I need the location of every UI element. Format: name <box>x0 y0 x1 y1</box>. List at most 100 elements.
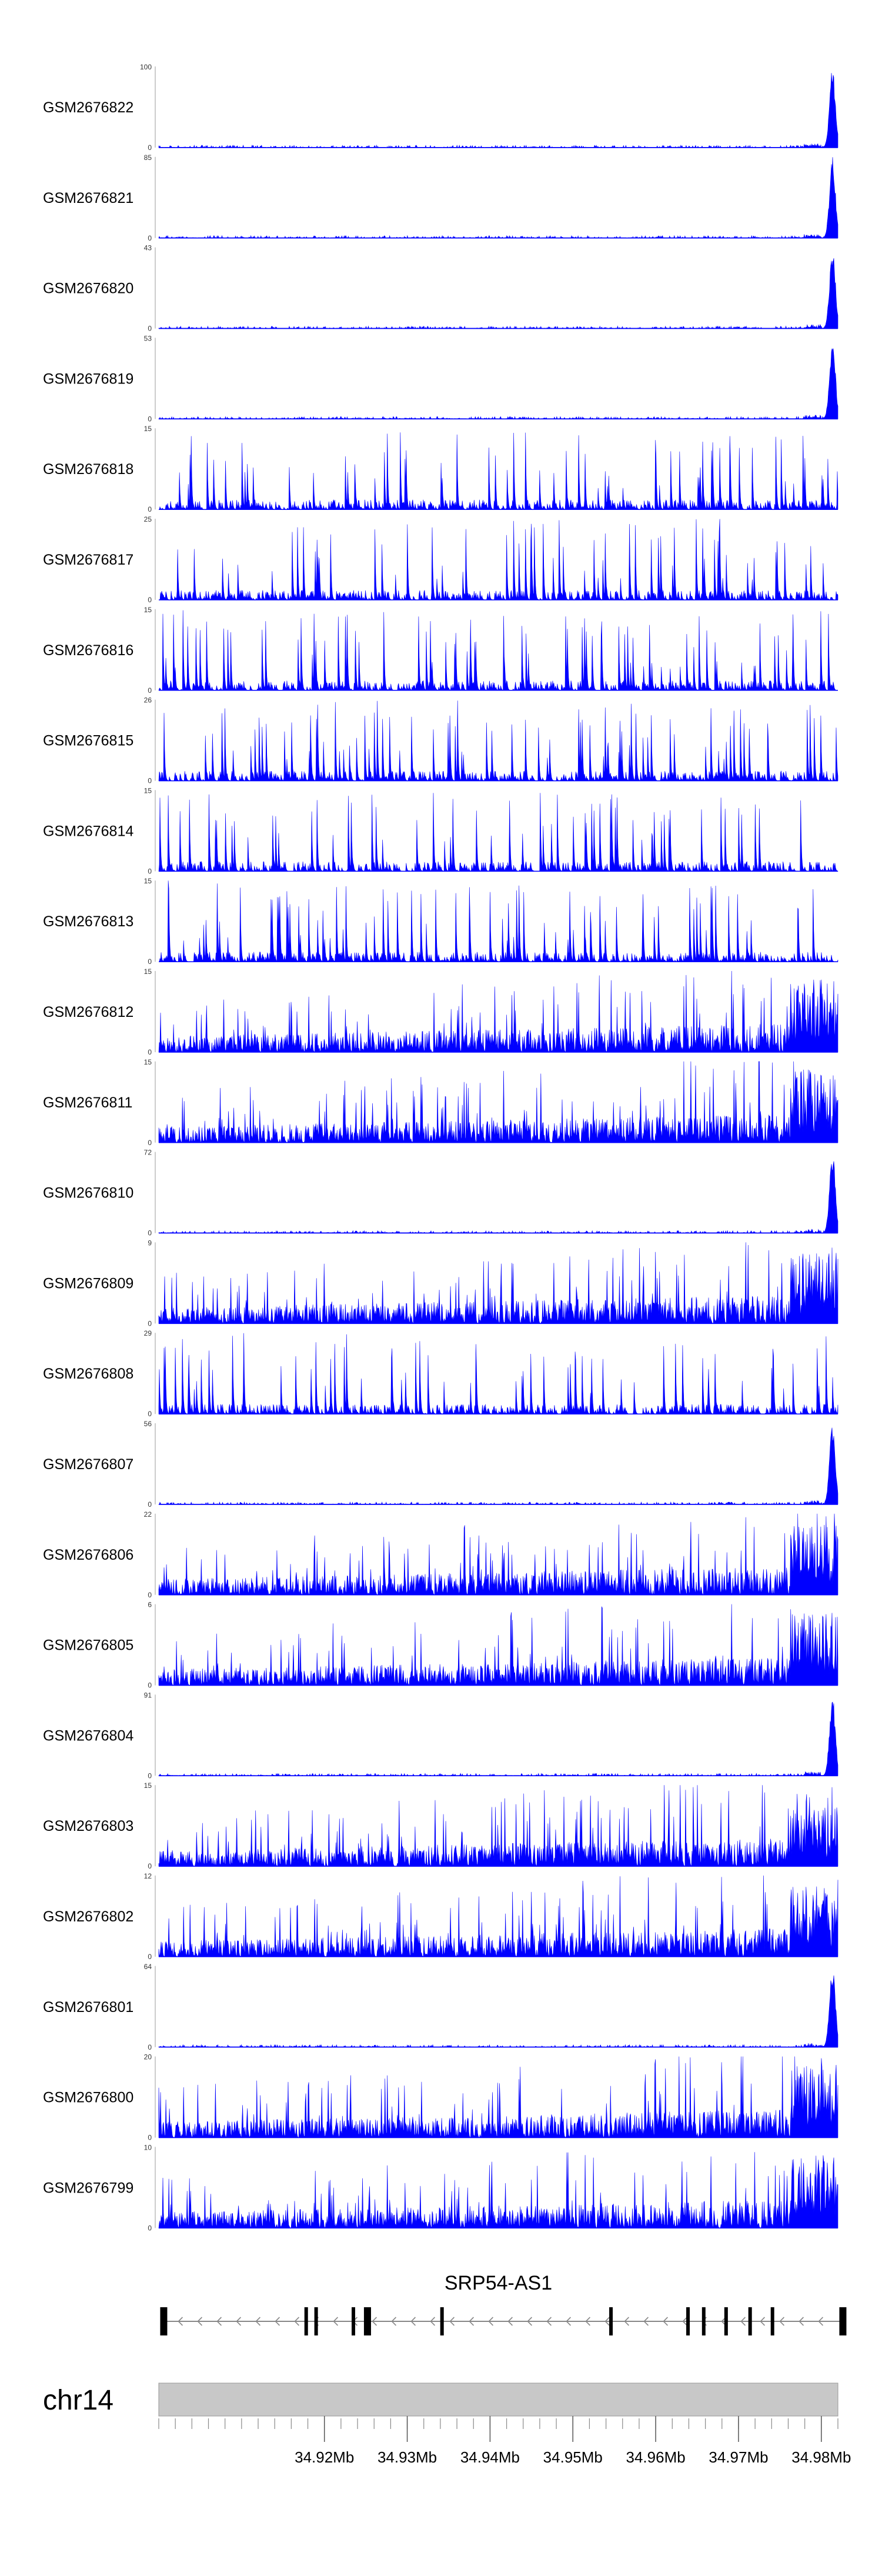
y-tick-min: 0 <box>148 1681 152 1690</box>
strand-arrow <box>430 2317 436 2326</box>
exon-mark <box>839 2307 847 2335</box>
y-tick-max: 10 <box>144 2143 152 2151</box>
strand-arrow <box>275 2317 280 2326</box>
y-tick-max: 15 <box>144 786 152 795</box>
y-tick-min: 0 <box>148 415 152 423</box>
coverage-area <box>158 348 838 420</box>
track-label: GSM2676812 <box>43 1004 133 1020</box>
coverage-track: GSM2676811 15 0 <box>43 1058 838 1147</box>
coverage-track: GSM2676819 53 0 <box>43 334 838 423</box>
strand-arrow <box>566 2317 572 2326</box>
strand-arrow <box>779 2317 785 2326</box>
y-tick-max: 26 <box>144 696 152 705</box>
coverage-area <box>158 1785 838 1867</box>
coverage-area <box>158 2056 838 2138</box>
coverage-area <box>158 1242 838 1324</box>
strand-arrow <box>740 2317 746 2326</box>
y-tick-min: 0 <box>148 1953 152 1961</box>
coverage-track: GSM2676813 15 0 <box>43 877 838 966</box>
x-tick-label: 34.98Mb <box>791 2448 851 2466</box>
coverage-track: GSM2676817 25 0 <box>43 515 838 604</box>
y-tick-min: 0 <box>148 1862 152 1870</box>
y-tick-min: 0 <box>148 686 152 695</box>
y-tick-max: 56 <box>144 1420 152 1428</box>
y-tick-min: 0 <box>148 1500 152 1509</box>
strand-arrow <box>507 2317 513 2326</box>
strand-arrow <box>236 2317 242 2326</box>
strand-arrow <box>488 2317 494 2326</box>
coverage-track: GSM2676801 64 0 <box>43 1963 838 2051</box>
coverage-track: GSM2676809 9 0 <box>43 1239 838 1327</box>
exon-mark <box>314 2307 318 2335</box>
coverage-track: GSM2676812 15 0 <box>43 967 838 1056</box>
y-tick-max: 15 <box>144 1781 152 1790</box>
y-tick-max: 100 <box>140 63 152 71</box>
y-tick-max: 15 <box>144 877 152 885</box>
track-label: GSM2676821 <box>43 190 133 206</box>
y-tick-max: 43 <box>144 244 152 252</box>
y-tick-max: 15 <box>144 1058 152 1066</box>
y-tick-min: 0 <box>148 2043 152 2051</box>
exon-mark <box>609 2307 613 2335</box>
y-tick-max: 29 <box>144 1329 152 1337</box>
coverage-track: GSM2676814 15 0 <box>43 786 838 875</box>
y-tick-max: 53 <box>144 334 152 342</box>
x-tick-label: 34.96Mb <box>626 2448 686 2466</box>
y-tick-min: 0 <box>148 325 152 333</box>
coverage-area <box>159 519 838 600</box>
coverage-track: GSM2676799 10 0 <box>43 2143 838 2232</box>
coverage-track: GSM2676805 6 0 <box>43 1601 838 1690</box>
track-label: GSM2676808 <box>43 1366 133 1382</box>
y-tick-min: 0 <box>148 1139 152 1147</box>
strand-arrow <box>663 2317 669 2326</box>
coverage-track: GSM2676807 56 0 <box>43 1420 838 1509</box>
y-tick-max: 15 <box>144 425 152 433</box>
track-label: GSM2676809 <box>43 1275 133 1292</box>
track-label: GSM2676800 <box>43 2090 133 2106</box>
strand-arrow <box>546 2317 552 2326</box>
coverage-track: GSM2676800 20 0 <box>43 2053 838 2142</box>
track-label: GSM2676817 <box>43 552 133 568</box>
coverage-area <box>158 1513 838 1596</box>
coverage-track: GSM2676815 26 0 <box>43 696 838 785</box>
strand-arrow <box>585 2317 591 2326</box>
coverage-track: GSM2676803 15 0 <box>43 1781 838 1870</box>
coverage-track: GSM2676820 43 0 <box>43 244 838 333</box>
x-tick-label: 34.97Mb <box>709 2448 768 2466</box>
y-tick-min: 0 <box>148 2134 152 2142</box>
exon-mark <box>304 2307 308 2335</box>
exon-mark <box>770 2307 774 2335</box>
track-label: GSM2676813 <box>43 913 133 930</box>
x-tick-label: 34.93Mb <box>377 2448 437 2466</box>
strand-arrow <box>197 2317 203 2326</box>
y-tick-min: 0 <box>148 505 152 513</box>
y-tick-min: 0 <box>148 1591 152 1599</box>
coverage-track: GSM2676810 72 0 <box>43 1149 838 1237</box>
track-label: GSM2676803 <box>43 1818 133 1834</box>
strand-arrow <box>216 2317 222 2326</box>
coverage-area <box>158 258 838 329</box>
x-tick-label: 34.94Mb <box>460 2448 520 2466</box>
strand-arrow <box>255 2317 261 2326</box>
track-label: GSM2676804 <box>43 1727 133 1744</box>
track-label: GSM2676802 <box>43 1908 133 1925</box>
strand-arrow <box>410 2317 416 2326</box>
strand-arrow <box>449 2317 455 2326</box>
coverage-area <box>158 610 838 691</box>
strand-arrow <box>760 2317 766 2326</box>
chromosome-ideogram <box>158 2383 838 2417</box>
y-tick-min: 0 <box>148 1048 152 1056</box>
x-tick-label: 34.92Mb <box>295 2448 354 2466</box>
y-tick-min: 0 <box>148 1771 152 1780</box>
strand-arrow <box>391 2317 397 2326</box>
track-label: GSM2676820 <box>43 281 133 297</box>
strand-arrow <box>469 2317 475 2326</box>
exon-mark <box>724 2307 728 2335</box>
track-label: GSM2676816 <box>43 642 133 659</box>
y-tick-max: 20 <box>144 2053 152 2061</box>
coverage-area <box>158 1701 838 1776</box>
genome-axis-track: chr14 34.92Mb 34.93Mb 34.94Mb 34.95Mb 34.96Mb… <box>43 2383 851 2466</box>
coverage-track: GSM2676818 15 0 <box>43 425 838 513</box>
strand-arrow <box>294 2317 300 2326</box>
